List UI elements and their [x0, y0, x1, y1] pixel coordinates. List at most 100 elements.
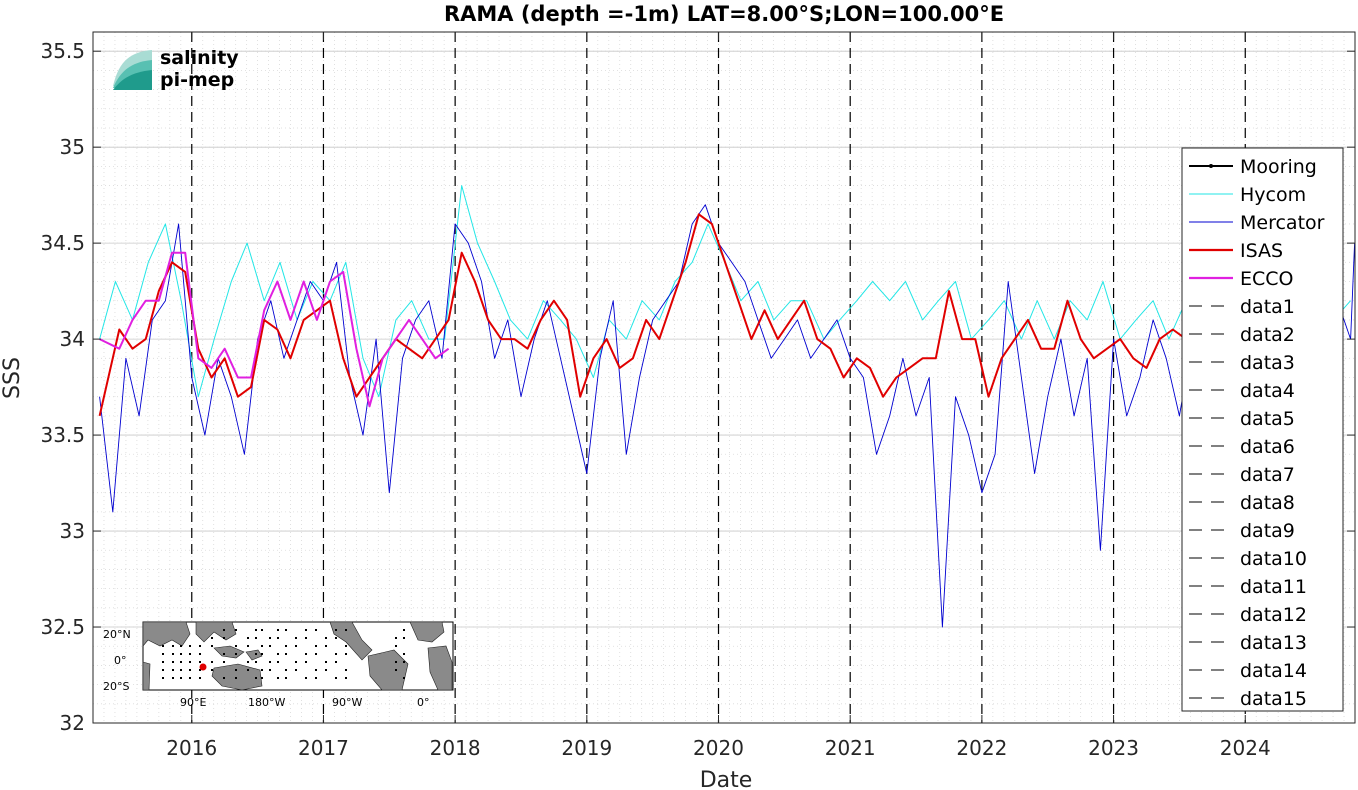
mooring-dot: [235, 669, 237, 671]
legend-label-data4: data4: [1240, 380, 1295, 402]
legend-label-data5: data5: [1240, 408, 1295, 430]
legend-label-mooring: Mooring: [1240, 156, 1317, 178]
tick-marks: [93, 32, 1355, 724]
mooring-dot: [335, 653, 337, 655]
y-tick-label: 35: [60, 135, 85, 159]
legend-label-data15: data15: [1240, 688, 1307, 710]
mooring-dot: [223, 677, 225, 679]
mooring-dot: [335, 661, 337, 663]
mooring-dot: [285, 629, 287, 631]
mooring-dot: [295, 645, 297, 647]
legend-marker-mooring: [1209, 164, 1213, 168]
mooring-dot: [305, 653, 307, 655]
grid: [92, 31, 1356, 724]
x-tick-label: 2016: [166, 736, 217, 760]
mooring-dot: [345, 645, 347, 647]
mooring-dot: [335, 637, 337, 639]
y-tick-label: 34: [60, 327, 85, 351]
wave-logo-icon: [113, 50, 152, 90]
mooring-dot: [285, 653, 287, 655]
map-lat-label-0: 0°: [114, 654, 127, 667]
selected-mooring-marker: [199, 663, 207, 671]
y-tick-label: 35.5: [40, 39, 85, 63]
mooring-dot: [345, 677, 347, 679]
y-tick-labels: 32 32.5 33 33.5 34 34.5 35 35.5: [40, 39, 85, 735]
mooring-dot: [180, 669, 182, 671]
x-tick-label: 2019: [561, 736, 612, 760]
salinity-pi-mep-logo: salinity pi-mep: [113, 47, 239, 91]
mooring-dot: [255, 661, 257, 663]
mooring-locations: [162, 629, 405, 679]
mooring-dot: [261, 677, 263, 679]
mooring-dot: [403, 661, 405, 663]
mooring-dot: [295, 637, 297, 639]
mooring-dot: [255, 653, 257, 655]
mooring-dot: [172, 677, 174, 679]
mooring-dot: [223, 637, 225, 639]
mooring-dot: [315, 629, 317, 631]
legend-label-mercator: Mercator: [1240, 212, 1325, 234]
map-lat-label-20n: 20°N: [103, 628, 131, 641]
mooring-dot: [199, 669, 201, 671]
mooring-dot: [211, 645, 213, 647]
mooring-dot: [223, 629, 225, 631]
mooring-dot: [235, 677, 237, 679]
mooring-dot: [211, 637, 213, 639]
mooring-dot: [172, 653, 174, 655]
mooring-dot: [269, 661, 271, 663]
y-tick-label: 32: [60, 711, 85, 735]
x-tick-label: 2018: [430, 736, 481, 760]
mooring-dot: [285, 645, 287, 647]
mooring-dot: [305, 677, 307, 679]
mooring-dot: [325, 645, 327, 647]
mooring-dot: [403, 637, 405, 639]
map-lon-label-90w: 90°W: [332, 696, 362, 709]
legend: Mooring Hycom Mercator ISAS ECCO data1 data2 da…: [1181, 147, 1344, 712]
mooring-dot: [261, 629, 263, 631]
legend-label-data3: data3: [1240, 352, 1295, 374]
mooring-dot: [223, 661, 225, 663]
mooring-dot: [325, 661, 327, 663]
mooring-dot: [269, 637, 271, 639]
mooring-dot: [315, 653, 317, 655]
mooring-dot: [403, 653, 405, 655]
mooring-dot: [295, 669, 297, 671]
mooring-dot: [211, 661, 213, 663]
mooring-dot: [189, 645, 191, 647]
legend-label-data7: data7: [1240, 464, 1295, 486]
x-tick-label: 2022: [956, 736, 1007, 760]
legend-label-hycom: Hycom: [1240, 184, 1306, 206]
mooring-dot: [189, 677, 191, 679]
mooring-dot: [247, 637, 249, 639]
mooring-dot: [345, 629, 347, 631]
legend-label-data9: data9: [1240, 520, 1295, 542]
mooring-dot: [180, 653, 182, 655]
x-tick-labels: 2016 2017 2018 2019 2020 2021 2022 2023 2024: [166, 736, 1270, 760]
mooring-dot: [325, 637, 327, 639]
mooring-dot: [315, 677, 317, 679]
mooring-dot: [277, 661, 279, 663]
mooring-dot: [403, 629, 405, 631]
axes-box: [92, 31, 1356, 724]
x-tick-label: 2024: [1220, 736, 1271, 760]
mooring-dot: [172, 645, 174, 647]
mooring-dot: [395, 669, 397, 671]
mooring-dot: [269, 669, 271, 671]
mooring-dot: [247, 669, 249, 671]
x-axis-label: Date: [700, 768, 753, 790]
mooring-dot: [269, 645, 271, 647]
mooring-dot: [295, 661, 297, 663]
series-layer: [98, 185, 1355, 628]
legend-label-data1: data1: [1240, 296, 1295, 318]
mooring-dot: [335, 677, 337, 679]
legend-box: [1181, 147, 1344, 712]
mooring-dot: [305, 637, 307, 639]
mooring-dot: [199, 653, 201, 655]
mooring-dot: [335, 629, 337, 631]
mooring-dot: [223, 653, 225, 655]
y-tick-label: 33.5: [40, 423, 85, 447]
mooring-dot: [277, 629, 279, 631]
x-tick-label: 2023: [1088, 736, 1139, 760]
inset-map: 20°N 0° 20°S 90°E 180°W 90°W 0°: [103, 621, 454, 709]
mooring-dot: [199, 645, 201, 647]
